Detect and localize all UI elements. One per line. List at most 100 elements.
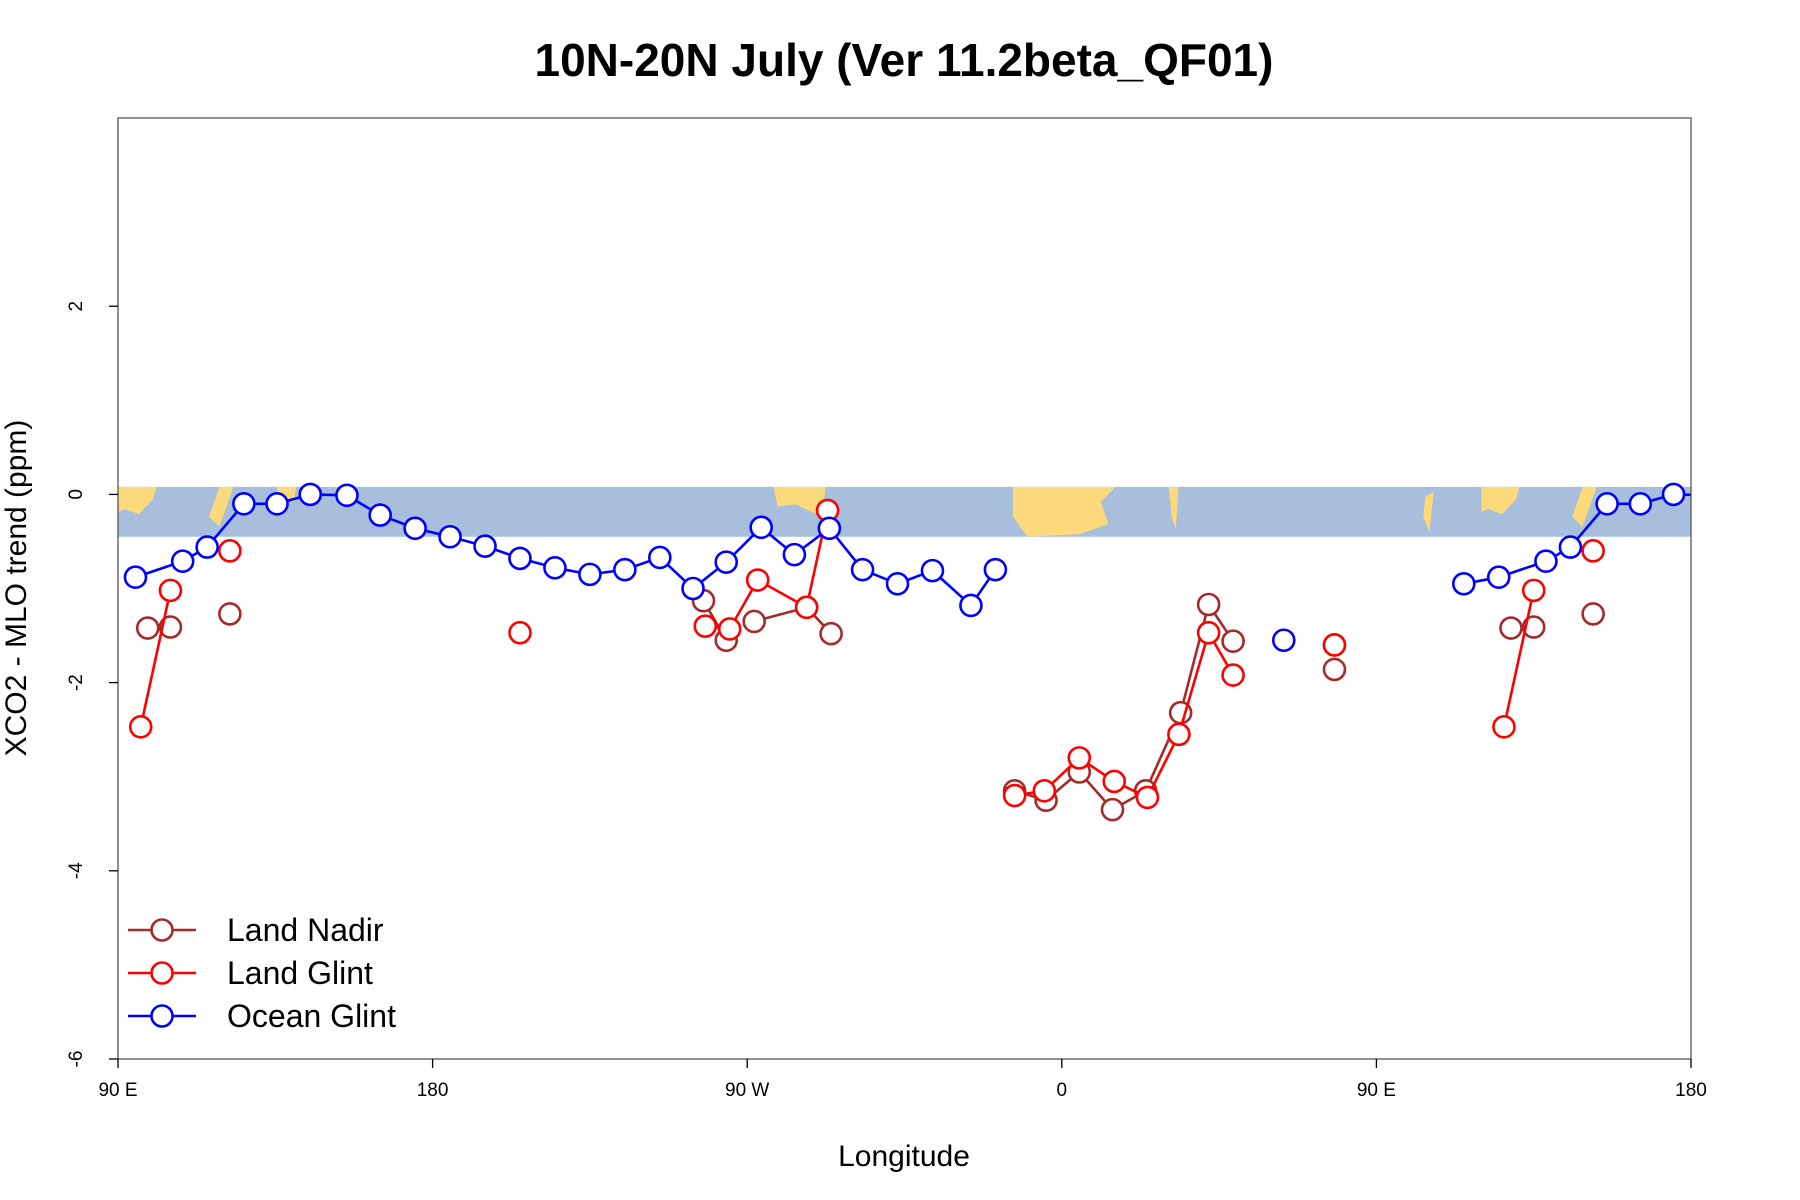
data-point [1032,779,1057,803]
land-patch [1012,486,1116,537]
x-axis: 90 E 180 90 W 0 90 E 180 [98,1059,1707,1101]
plot-frame [117,117,1692,1060]
legend-label: Ocean Glint [227,998,396,1034]
data-point [195,535,219,559]
data-point [693,614,718,638]
x-tick-label: 90 E [1357,1080,1396,1101]
data-point [1661,482,1686,507]
data-point [368,503,392,527]
data-point [613,557,637,582]
y-tick-label: -4 [66,862,87,879]
land-patch [1423,491,1434,532]
data-point [508,546,532,571]
series-ocean-glint [123,482,1789,653]
data-point [1451,571,1476,596]
data-point [648,545,672,570]
x-axis-label: Longitude [838,1140,970,1173]
series-line-segment [139,590,172,728]
data-point [1100,797,1125,822]
data-point [714,550,739,574]
data-point [1322,633,1347,657]
land-patch [1168,486,1179,530]
data-point [1002,783,1027,808]
data-point [742,609,766,634]
land-patch [208,486,234,527]
data-point [920,558,945,583]
series-line-segment [1177,632,1210,735]
data-point [1595,492,1619,516]
data-point [885,571,910,596]
data-point [1628,492,1653,516]
data-point [1558,535,1583,559]
series-line-segment [1179,604,1210,714]
x-tick-label: 0 [1057,1080,1068,1101]
land-patch [276,486,297,502]
data-point [1221,663,1245,687]
legend-label: Land Nadir [227,912,384,948]
y-axis-label: XCO2 - MLO trend (ppm) [0,420,33,757]
legend-item: Land Nadir [128,912,384,948]
data-point [681,576,705,601]
legend-marker [150,918,174,942]
y-tick-label: -6 [66,1051,87,1068]
data-point [1581,602,1605,626]
data-point [1196,592,1221,617]
data-point [782,542,807,567]
data-point [508,620,532,645]
data-point [745,568,770,592]
legend-item: Ocean Glint [128,998,396,1034]
data-point [128,715,153,739]
land-patch [1481,486,1520,515]
data-point [335,483,359,508]
data-point [1733,505,1754,526]
data-point [232,492,256,516]
series-line-segment [1502,590,1535,728]
y-tick-label: -2 [66,674,87,691]
data-point [473,534,497,558]
data-point [959,593,983,618]
legend-marker [150,1004,174,1028]
data-point [1499,616,1523,640]
data-point [1067,746,1092,770]
y-tick-label: 0 [66,489,87,500]
data-point [298,482,323,507]
data-point [1768,518,1789,539]
data-point [403,516,427,541]
series-line-segment [1743,515,1778,528]
x-tick-label: 90 W [725,1080,769,1101]
data-point [1521,578,1546,603]
data-point [983,557,1008,582]
data-point [819,621,843,646]
data-point [794,595,819,620]
data-point [1271,628,1296,653]
legend-marker [150,961,174,985]
data-point [1521,615,1546,639]
legend-label: Land Glint [227,955,373,991]
data-point [1322,657,1347,682]
data-point [438,524,462,549]
data-point [1102,769,1127,794]
series-land-glint [128,498,1605,810]
data-point [135,616,160,640]
data-point [158,578,183,603]
data-point [265,492,289,516]
data-point [543,555,567,580]
data-point [1581,539,1605,563]
x-tick-label: 90 E [98,1080,137,1101]
data-point [850,557,875,582]
data-point [749,515,773,540]
x-tick-label: 180 [1675,1080,1707,1101]
chart-title: 10N-20N July (Ver 11.2beta_QF01) [535,34,1274,86]
data-point [170,549,195,574]
data-point [1534,549,1558,574]
data-point [1492,715,1516,739]
data-point [817,516,842,541]
land-patch [118,486,157,515]
data-point [578,562,602,587]
legend-item: Land Glint [128,955,373,991]
data-point [158,615,183,639]
data-point [1167,722,1191,747]
data-point [717,617,742,641]
x-tick-label: 180 [417,1080,449,1101]
